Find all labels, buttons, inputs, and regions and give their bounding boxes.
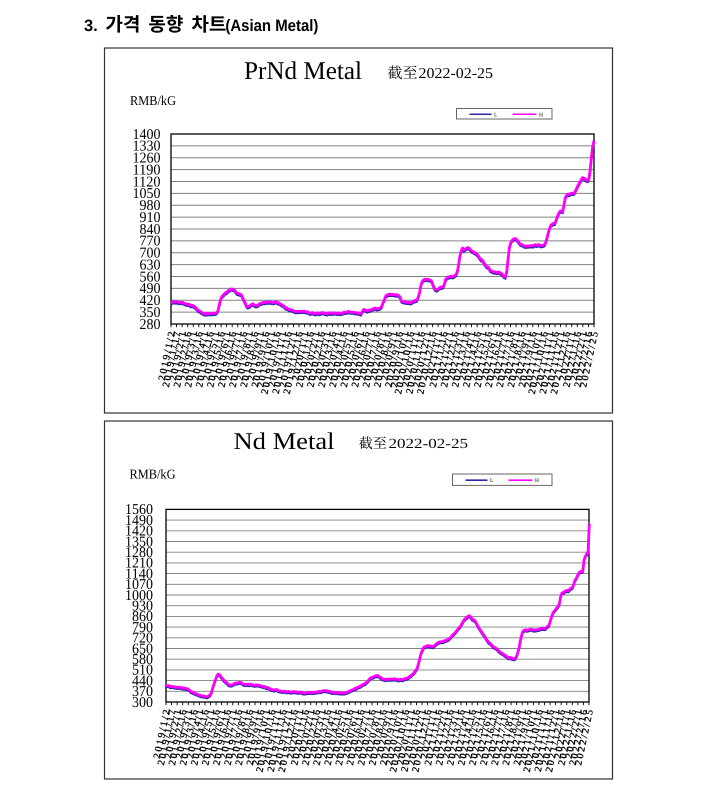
svg-text:1070: 1070 [125, 577, 153, 593]
svg-text:280: 280 [140, 317, 161, 333]
svg-text:720: 720 [132, 631, 153, 647]
svg-text:650: 650 [132, 641, 153, 657]
svg-text:H: H [539, 112, 543, 118]
svg-text:RMB/kG: RMB/kG [130, 467, 176, 482]
svg-text:440: 440 [132, 673, 153, 689]
svg-text:300: 300 [132, 695, 153, 711]
svg-text:1120: 1120 [133, 174, 161, 190]
svg-text:630: 630 [140, 257, 161, 273]
svg-text:930: 930 [132, 599, 153, 615]
svg-text:1210: 1210 [125, 556, 153, 572]
svg-text:580: 580 [132, 652, 153, 668]
svg-text:1350: 1350 [125, 534, 153, 550]
svg-text:PrNd Metal: PrNd Metal [244, 56, 362, 85]
svg-text:3.: 3. [84, 17, 98, 35]
svg-text:1420: 1420 [125, 524, 153, 540]
svg-text:1400: 1400 [133, 127, 161, 143]
svg-text:860: 860 [132, 609, 153, 625]
svg-text:980: 980 [140, 198, 161, 214]
svg-text:2022-02-25: 2022-02-25 [389, 437, 469, 452]
svg-text:H: H [535, 478, 539, 484]
svg-text:RMB/kG: RMB/kG [130, 93, 176, 108]
svg-text:1280: 1280 [125, 545, 153, 561]
svg-text:770: 770 [140, 234, 161, 250]
svg-text:1330: 1330 [133, 139, 161, 155]
svg-text:490: 490 [140, 281, 161, 297]
svg-text:840: 840 [140, 222, 161, 238]
svg-text:510: 510 [132, 663, 153, 679]
svg-text:1190: 1190 [133, 162, 161, 178]
svg-text:790: 790 [132, 620, 153, 636]
svg-text:420: 420 [140, 293, 161, 309]
svg-text:370: 370 [132, 684, 153, 700]
svg-text:910: 910 [140, 210, 161, 226]
svg-text:350: 350 [140, 305, 161, 321]
svg-text:1490: 1490 [125, 513, 153, 529]
svg-text:2022-02-25: 2022-02-25 [419, 66, 494, 82]
svg-text:700: 700 [140, 246, 161, 262]
svg-text:1050: 1050 [133, 186, 161, 202]
svg-text:L: L [490, 478, 494, 484]
svg-text:L: L [494, 112, 498, 118]
svg-text:1000: 1000 [125, 588, 153, 604]
svg-text:Nd Metal: Nd Metal [234, 429, 335, 455]
svg-text:1260: 1260 [133, 151, 161, 167]
svg-text:1560: 1560 [125, 502, 153, 518]
svg-text:560: 560 [140, 269, 161, 285]
svg-text:(Asian Metal): (Asian Metal) [225, 17, 318, 35]
svg-text:1140: 1140 [125, 566, 153, 582]
